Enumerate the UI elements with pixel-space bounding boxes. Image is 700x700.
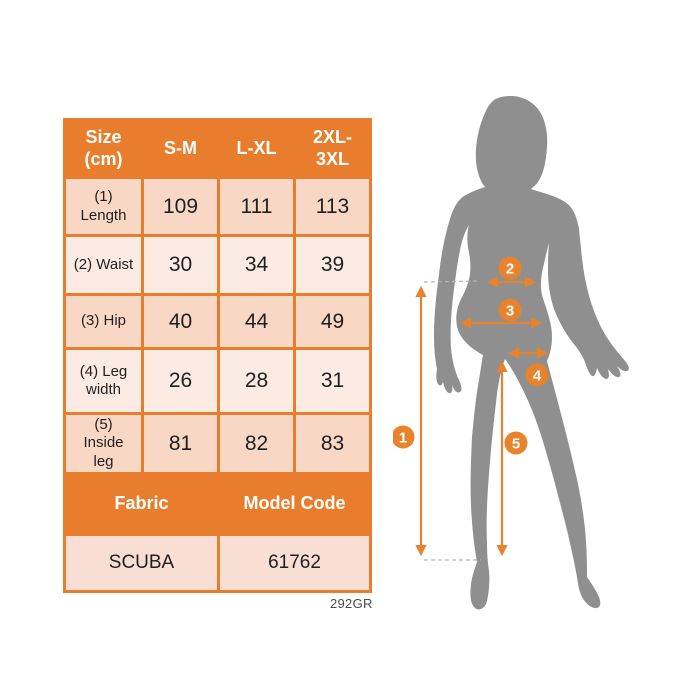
value-length-lxl: 111 bbox=[220, 179, 293, 234]
measurement-figure: 1 2 3 4 5 bbox=[391, 88, 640, 628]
badge-3-number: 3 bbox=[506, 303, 514, 320]
value-leg-width-sm: 26 bbox=[144, 350, 217, 412]
size-table: Size (cm) S-M L-XL 2XL- 3XL (1) Length 1… bbox=[63, 118, 372, 593]
value-inside-leg-2xl3xl: 83 bbox=[296, 415, 369, 472]
value-waist-lxl: 34 bbox=[220, 237, 293, 293]
row-label-inside-leg: (5) Inside leg bbox=[66, 415, 141, 472]
model-code-header: Model Code bbox=[220, 475, 369, 533]
product-code: 292GR bbox=[330, 596, 373, 611]
size-table-header-lxl: L-XL bbox=[220, 121, 293, 176]
value-waist-sm: 30 bbox=[144, 237, 217, 293]
badge-4: 4 bbox=[525, 363, 549, 387]
badge-4-number: 4 bbox=[533, 368, 542, 385]
value-length-sm: 109 bbox=[144, 179, 217, 234]
fabric-header: Fabric bbox=[66, 475, 217, 533]
badge-5: 5 bbox=[504, 431, 528, 455]
badge-2-number: 2 bbox=[506, 261, 514, 278]
value-hip-lxl: 44 bbox=[220, 296, 293, 347]
dashed-line-waist bbox=[423, 280, 480, 283]
value-hip-2xl3xl: 49 bbox=[296, 296, 369, 347]
value-hip-sm: 40 bbox=[144, 296, 217, 347]
value-leg-width-2xl3xl: 31 bbox=[296, 350, 369, 412]
row-label-length: (1) Length bbox=[66, 179, 141, 234]
model-code-value: 61762 bbox=[220, 536, 369, 590]
badge-2: 2 bbox=[498, 256, 522, 280]
size-table-header-size: Size (cm) bbox=[66, 121, 141, 176]
badge-5-number: 5 bbox=[512, 436, 520, 453]
figure-svg: 1 2 3 4 5 bbox=[391, 96, 629, 610]
row-label-leg-width: (4) Leg width bbox=[66, 350, 141, 412]
badge-1: 1 bbox=[391, 425, 415, 449]
size-table-header-2xl3xl: 2XL- 3XL bbox=[296, 121, 369, 176]
row-label-hip: (3) Hip bbox=[66, 296, 141, 347]
row-label-waist: (2) Waist bbox=[66, 237, 141, 293]
value-inside-leg-sm: 81 bbox=[144, 415, 217, 472]
badge-1-number: 1 bbox=[399, 430, 407, 447]
size-table-header-sm: S-M bbox=[144, 121, 217, 176]
fabric-value: SCUBA bbox=[66, 536, 217, 590]
value-waist-2xl3xl: 39 bbox=[296, 237, 369, 293]
badge-3: 3 bbox=[498, 298, 522, 322]
value-length-2xl3xl: 113 bbox=[296, 179, 369, 234]
value-inside-leg-lxl: 82 bbox=[220, 415, 293, 472]
value-leg-width-lxl: 28 bbox=[220, 350, 293, 412]
